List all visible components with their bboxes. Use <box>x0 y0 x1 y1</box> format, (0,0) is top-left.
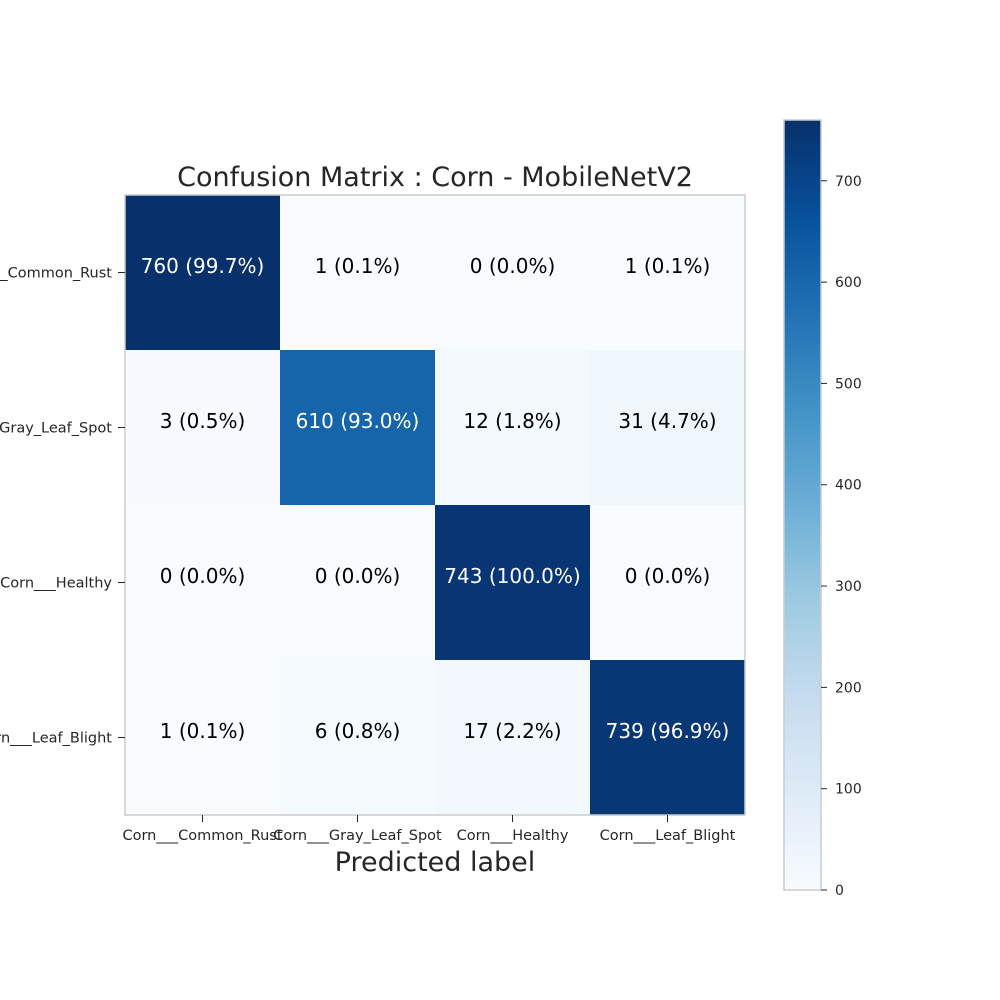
colorbar-tick-label: 0 <box>835 883 844 899</box>
cell-value-label: 739 (96.9%) <box>606 719 730 743</box>
chart-title: Confusion Matrix : Corn - MobileNetV2 <box>177 162 693 193</box>
cell-value-label: 1 (0.1%) <box>625 254 711 278</box>
colorbar-tick-label: 400 <box>835 478 862 494</box>
colorbar-ticks: 0 100 200 300 400 500 600 700 <box>821 174 862 899</box>
heatmap-cell <box>435 505 590 660</box>
cell-value-label: 31 (4.7%) <box>618 409 716 433</box>
colorbar-tick-label: 100 <box>835 782 862 798</box>
x-tick-label: Corn___Gray_Leaf_Spot <box>273 828 442 844</box>
heatmap-cell <box>435 350 590 505</box>
cell-value-label: 0 (0.0%) <box>625 564 711 588</box>
colorbar-tick-label: 500 <box>835 376 862 392</box>
heatmap-cell <box>125 350 280 505</box>
heatmap-cell-labels: 760 (99.7%) 1 (0.1%) 0 (0.0%) 1 (0.1%) 3 (0.… <box>141 254 730 743</box>
cell-value-label: 0 (0.0%) <box>315 564 401 588</box>
heatmap-cell <box>590 660 745 815</box>
cell-value-label: 3 (0.5%) <box>160 409 246 433</box>
cell-value-label: 0 (0.0%) <box>160 564 246 588</box>
heatmap-cell <box>280 505 435 660</box>
heatmap-cell <box>125 505 280 660</box>
heatmap-cell <box>280 660 435 815</box>
y-tick-label: Corn___Gray_Leaf_Spot <box>0 421 112 437</box>
colorbar-tick-label: 700 <box>835 174 862 190</box>
x-tick-label: Corn___Common_Rust <box>122 828 282 844</box>
cell-value-label: 760 (99.7%) <box>141 254 265 278</box>
heatmap-cell <box>435 195 590 350</box>
cell-value-label: 6 (0.8%) <box>315 719 401 743</box>
y-axis-ticks: Corn___Common_Rust Corn___Gray_Leaf_Spot C… <box>0 266 125 747</box>
cell-value-label: 743 (100.0%) <box>444 564 580 588</box>
y-tick-label: Corn___Common_Rust <box>0 266 112 282</box>
x-tick-label: Corn___Leaf_Blight <box>600 828 736 844</box>
x-tick-label: Corn___Healthy <box>457 828 569 844</box>
heatmap-cell <box>280 195 435 350</box>
cell-value-label: 17 (2.2%) <box>463 719 561 743</box>
cell-value-label: 12 (1.8%) <box>463 409 561 433</box>
heatmap-cell <box>280 350 435 505</box>
heatmap-cell <box>435 660 590 815</box>
cell-value-label: 1 (0.1%) <box>160 719 246 743</box>
heatmap-cell <box>590 505 745 660</box>
y-tick-label: Corn___Leaf_Blight <box>0 731 112 747</box>
heatmap-cell <box>125 195 280 350</box>
colorbar-tick-label: 600 <box>835 275 862 291</box>
cell-value-label: 0 (0.0%) <box>470 254 556 278</box>
colorbar-tick-label: 300 <box>835 579 862 595</box>
plot-frame <box>124 194 746 816</box>
cell-value-label: 610 (93.0%) <box>296 409 420 433</box>
heatmap-cell <box>125 660 280 815</box>
colorbar <box>783 119 822 891</box>
heatmap-cells <box>125 195 745 815</box>
cell-value-label: 1 (0.1%) <box>315 254 401 278</box>
heatmap-cell <box>590 350 745 505</box>
y-tick-label: Corn___Healthy <box>0 576 112 592</box>
x-axis-label: Predicted label <box>335 847 536 878</box>
heatmap-cell <box>590 195 745 350</box>
colorbar-tick-label: 200 <box>835 680 862 696</box>
